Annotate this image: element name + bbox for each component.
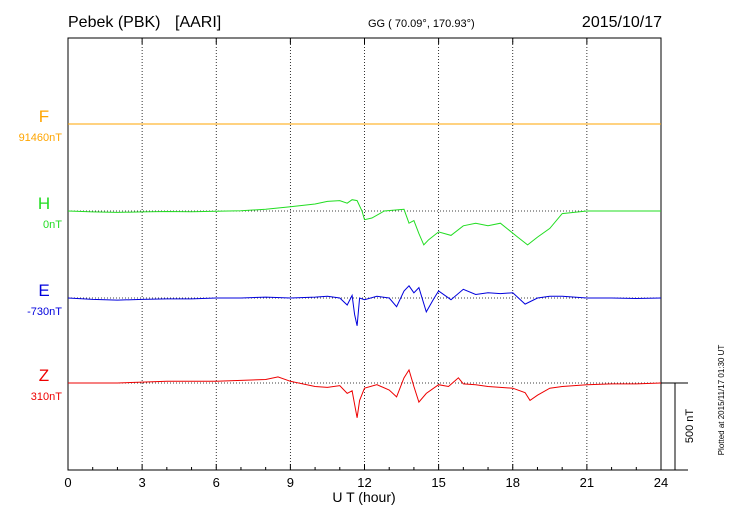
x-axis-label: U T (hour) [332,489,395,505]
x-axis-ticks: 0 3 6 9 12 15 18 21 24 [64,38,668,490]
series-z-line [68,368,662,418]
x-tick-label: 9 [287,475,294,490]
x-tick-label: 12 [357,475,371,490]
series-e-name: E [38,281,49,300]
x-tick-label: 3 [139,475,146,490]
scale-bar-label: 500 nT [684,409,696,444]
scale-bar: 500 nT [661,382,696,471]
plotted-at-label: Plotted at 2015/11/17 01:30 UT [717,345,726,456]
series-f-baseline: 91460nT [19,132,63,144]
grid [141,38,588,470]
series-e-line [67,285,662,326]
x-tick-label: 24 [654,475,668,490]
series-h-baseline: 0nT [43,219,62,231]
institute-label: [AARI] [175,14,221,31]
series-h-name: H [38,194,50,213]
series-f-name: F [39,107,49,126]
series-labels: F 91460nT H 0nT E -730nT Z 310nT [19,107,63,403]
series-z-name: Z [39,366,49,385]
x-tick-label: 0 [64,475,71,490]
x-tick-label: 6 [213,475,220,490]
series-z-baseline: 310nT [31,391,62,403]
series-e-baseline: -730nT [27,306,62,318]
x-tick-label: 21 [580,475,594,490]
coords-label: GG ( 70.09°, 170.93°) [368,18,475,30]
x-tick-label: 15 [431,475,445,490]
series-layer [67,123,662,418]
date-label: 2015/10/17 [582,14,662,31]
station-title: Pebek (PBK) [68,14,160,31]
x-tick-label: 18 [506,475,520,490]
series-h-line [67,199,661,246]
